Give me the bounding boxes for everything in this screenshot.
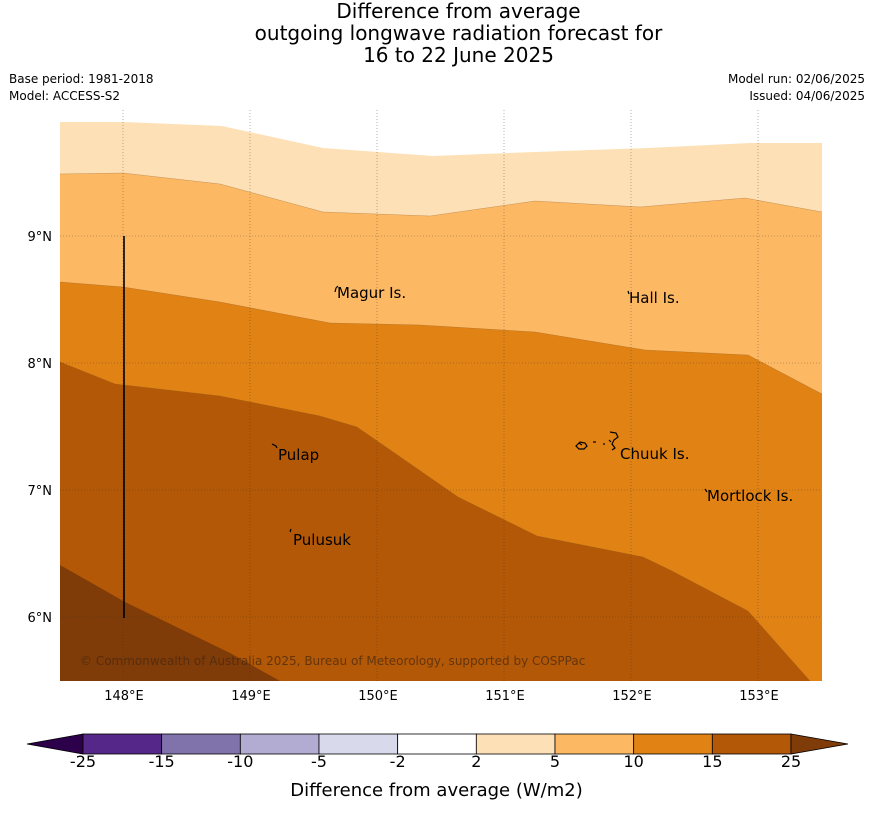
graticule: [60, 110, 822, 681]
anomaly-field: [60, 110, 822, 681]
colorbar-segment: [239, 733, 320, 755]
base-period: Base period: 1981-2018: [9, 72, 154, 86]
label-magur: Magur Is.: [337, 284, 406, 302]
colorbar-tick-label: 2: [471, 752, 482, 771]
lon-label-149e: 149°E: [231, 689, 271, 704]
island-outlines: [271, 285, 708, 533]
colorbar-tick-label: 5: [549, 752, 561, 771]
colorbar-tick-label: -2: [389, 752, 406, 771]
title-line-2: outgoing longwave radiation forecast for: [254, 21, 663, 45]
label-chuuk: Chuuk Is.: [620, 445, 689, 463]
colorbar-segment: [633, 733, 713, 755]
lon-label-152e: 152°E: [612, 689, 652, 704]
meta-right: Model run: 02/06/2025 Issued: 04/06/2025: [728, 71, 865, 105]
meta-left: Base period: 1981-2018 Model: ACCESS-S2: [9, 71, 154, 105]
magur-island: [334, 285, 339, 293]
issued-date: Issued: 04/06/2025: [749, 89, 865, 103]
band-15-25: [60, 362, 810, 681]
title-line-3: 16 to 22 June 2025: [363, 43, 554, 67]
title-line-1: Difference from average: [336, 0, 581, 23]
colorbar-segment: [711, 733, 792, 755]
latitude-labels: 9°N 8°N 7°N 6°N: [28, 230, 53, 626]
longitude-labels: 148°E 149°E 150°E 151°E 152°E 153°E: [104, 689, 779, 704]
colorbar-segment: [161, 733, 241, 755]
mortlock-island: [704, 488, 708, 493]
band-25-plus: [60, 565, 280, 681]
label-mortlock: Mortlock Is.: [707, 487, 793, 505]
hall-island: [627, 290, 630, 295]
label-pulusuk: Pulusuk: [293, 531, 351, 549]
colorbar-tick-label: 10: [623, 752, 644, 771]
label-hall: Hall Is.: [629, 289, 680, 307]
lat-label-8n: 8°N: [28, 357, 53, 372]
colorbar-segment: [397, 733, 477, 755]
band-outlines: [60, 172, 822, 681]
lon-label-151e: 151°E: [485, 689, 525, 704]
colorbar-segment: [554, 733, 635, 755]
lat-label-9n: 9°N: [28, 230, 53, 245]
colorbar-tick-label: 25: [780, 752, 802, 771]
pulap-island: [271, 443, 278, 449]
colorbar-tick-label: -15: [148, 752, 175, 771]
colorbar-tick-label: -25: [69, 752, 97, 771]
model-run: Model run: 02/06/2025: [727, 72, 865, 86]
map-title: Difference from average outgoing longwav…: [0, 0, 873, 66]
lon-label-153e: 153°E: [739, 689, 779, 704]
label-pulap: Pulap: [278, 446, 319, 464]
lat-label-7n: 7°N: [28, 484, 53, 499]
place-labels: Magur Is. Hall Is. Pulap Chuuk Is. Mortl…: [278, 284, 793, 549]
lon-label-148e: 148°E: [104, 689, 144, 704]
colorbar: [26, 733, 849, 755]
lon-label-150e: 150°E: [358, 689, 398, 704]
colorbar-tick-label: -10: [227, 752, 254, 771]
lat-label-6n: 6°N: [28, 611, 53, 626]
colorbar-segment: [475, 733, 556, 755]
colorbar-tick-label: -5: [311, 752, 327, 771]
colorbar-extend-low: [26, 733, 84, 755]
model-name: Model: ACCESS-S2: [9, 89, 121, 103]
colorbar-segment: [82, 733, 163, 755]
copyright-notice: © Commonwealth of Australia 2025, Bureau…: [80, 654, 585, 668]
chuuk-lagoon: [575, 431, 619, 451]
colorbar-title: Difference from average (W/m2): [290, 780, 583, 801]
colorbar-segment: [318, 733, 399, 755]
colorbar-tick-label: 15: [702, 752, 723, 771]
pulusuk-island: [289, 528, 292, 533]
colorbar-extend-high: [790, 733, 849, 755]
